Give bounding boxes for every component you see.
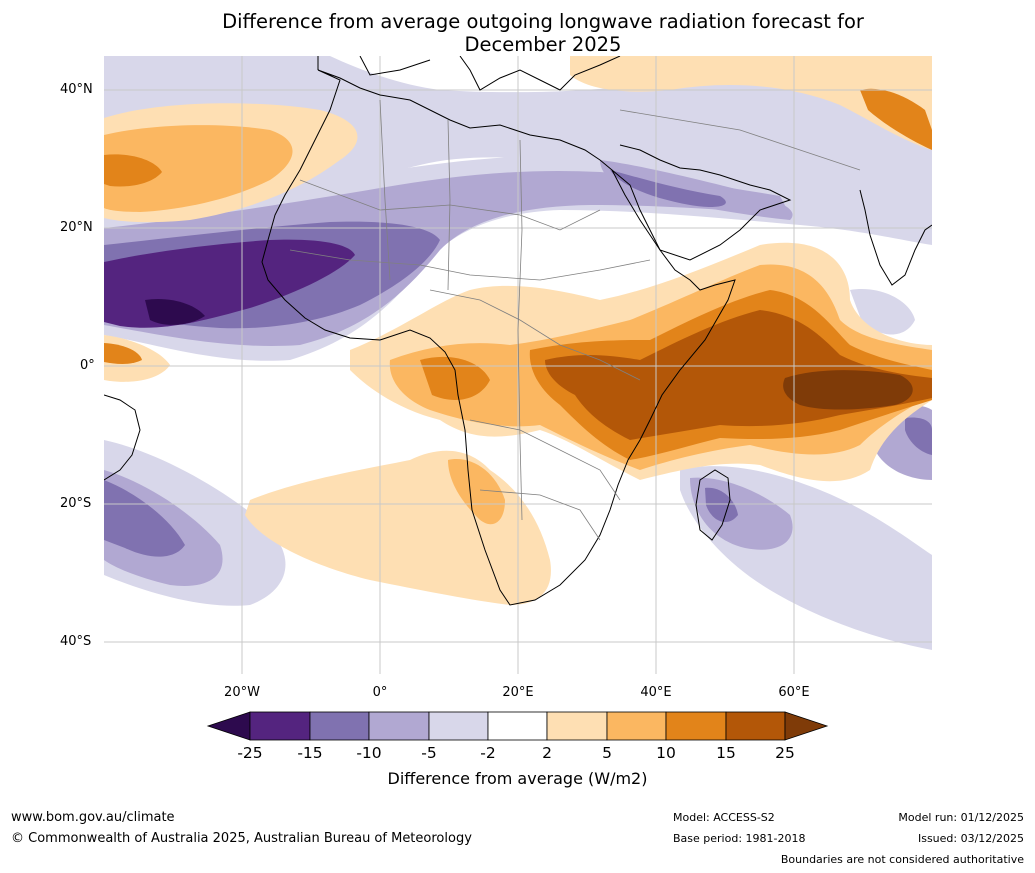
anomaly-m15-south-atlantic	[104, 480, 185, 557]
issued-text: Issued: 03/12/2025	[917, 832, 1024, 845]
title-line-2: December 2025	[464, 33, 622, 56]
lat-label-40n: 40°N	[60, 82, 93, 97]
colorbar-tick: -10	[356, 744, 382, 762]
anomaly-p5-namibia	[448, 459, 505, 525]
lat-label-equator: 0°	[80, 358, 95, 373]
anomaly-m5-arabian	[600, 160, 793, 220]
anomaly-m15-madagascar	[705, 487, 738, 523]
model-run-text: Model run: 01/12/2025	[898, 811, 1024, 824]
copyright-text: © Commonwealth of Australia 2025, Austra…	[11, 831, 472, 846]
colorbar-tick: -25	[237, 744, 263, 762]
colorbar-segment-m10-m5	[368, 711, 430, 741]
title-line-1: Difference from average outgoing longwav…	[222, 10, 864, 33]
lon-label-20w: 20°W	[224, 685, 260, 700]
anomaly-p10-west-equatorial	[104, 343, 142, 364]
lon-label-0: 0°	[372, 685, 388, 700]
anomaly-p10-north-atlantic	[104, 154, 162, 187]
colorbar-segment-m2-p2	[487, 711, 548, 741]
border-sahel	[289, 249, 651, 281]
europe-coastline	[317, 56, 621, 91]
colorbar-extend-low	[206, 711, 251, 741]
border-central	[429, 289, 641, 381]
colorbar-segment-m25-m15	[249, 711, 311, 741]
colorbar-tick: -15	[297, 744, 323, 762]
lon-label-20e: 20°E	[502, 685, 534, 700]
colorbar-segment-m15-m10	[309, 711, 370, 741]
colorbar-segment-p2-p5	[546, 711, 608, 741]
base-period-text: Base period: 1981-2018	[673, 832, 806, 845]
colorbar-tick: -2	[480, 744, 496, 762]
lat-label-40s: 40°S	[60, 634, 92, 649]
colorbar-tick: 5	[602, 744, 612, 762]
anomaly-p2-mediterranean	[570, 56, 932, 150]
arabia-coastline	[611, 144, 792, 261]
india-coastline	[859, 189, 932, 286]
lon-label-40e: 40°E	[640, 685, 672, 700]
model-text: Model: ACCESS-S2	[673, 811, 775, 824]
colorbar-segment-p10-p15	[665, 711, 727, 741]
anomaly-m10-east-indian	[905, 417, 932, 455]
anomaly-p5-north-atlantic	[104, 125, 293, 212]
border-vertical-3	[379, 99, 391, 281]
madagascar-coastline	[695, 469, 731, 541]
colorbar-title: Difference from average (W/m2)	[387, 769, 648, 788]
lat-label-20s: 20°S	[60, 496, 92, 511]
colorbar-tick: 15	[716, 744, 736, 762]
map-area	[104, 56, 932, 674]
colorbar-segment-m5-m2	[428, 711, 489, 741]
website-link[interactable]: www.bom.gov.au/climate	[11, 810, 175, 825]
anomaly-lt-m25-core	[145, 298, 205, 325]
positive-anomaly-fields	[104, 56, 932, 605]
colorbar-segment-p5-p10	[606, 711, 667, 741]
colorbar-extend-high	[784, 711, 829, 741]
border-middle-east	[619, 109, 861, 171]
south-america-coastline	[104, 394, 141, 481]
colorbar-tick: 10	[656, 744, 676, 762]
disclaimer-text: Boundaries are not considered authoritat…	[780, 853, 1024, 866]
anomaly-m10-gulf	[610, 170, 726, 207]
country-borders	[289, 99, 861, 541]
anomaly-gt25-core	[783, 370, 913, 410]
colorbar-tick: 25	[775, 744, 795, 762]
colorbar-tick: -5	[421, 744, 437, 762]
lon-label-60e: 60°E	[778, 685, 810, 700]
africa-coastline	[261, 69, 736, 606]
border-south	[469, 419, 621, 501]
map-title: Difference from average outgoing longwav…	[104, 10, 982, 56]
colorbar	[206, 711, 829, 741]
colorbar-segment-p15-p25	[725, 711, 786, 741]
border-vertical-1	[447, 119, 451, 291]
colorbar-tick: 2	[542, 744, 552, 762]
coastlines	[104, 56, 932, 606]
border-southern-africa	[479, 489, 601, 541]
border-sahara	[299, 179, 601, 231]
border-vertical-2	[517, 139, 523, 521]
graticule	[104, 56, 932, 674]
anomaly-p5-gulf-of-guinea	[420, 356, 490, 400]
anomaly-p10-himalaya	[860, 88, 932, 150]
lat-label-20n: 20°N	[60, 220, 93, 235]
